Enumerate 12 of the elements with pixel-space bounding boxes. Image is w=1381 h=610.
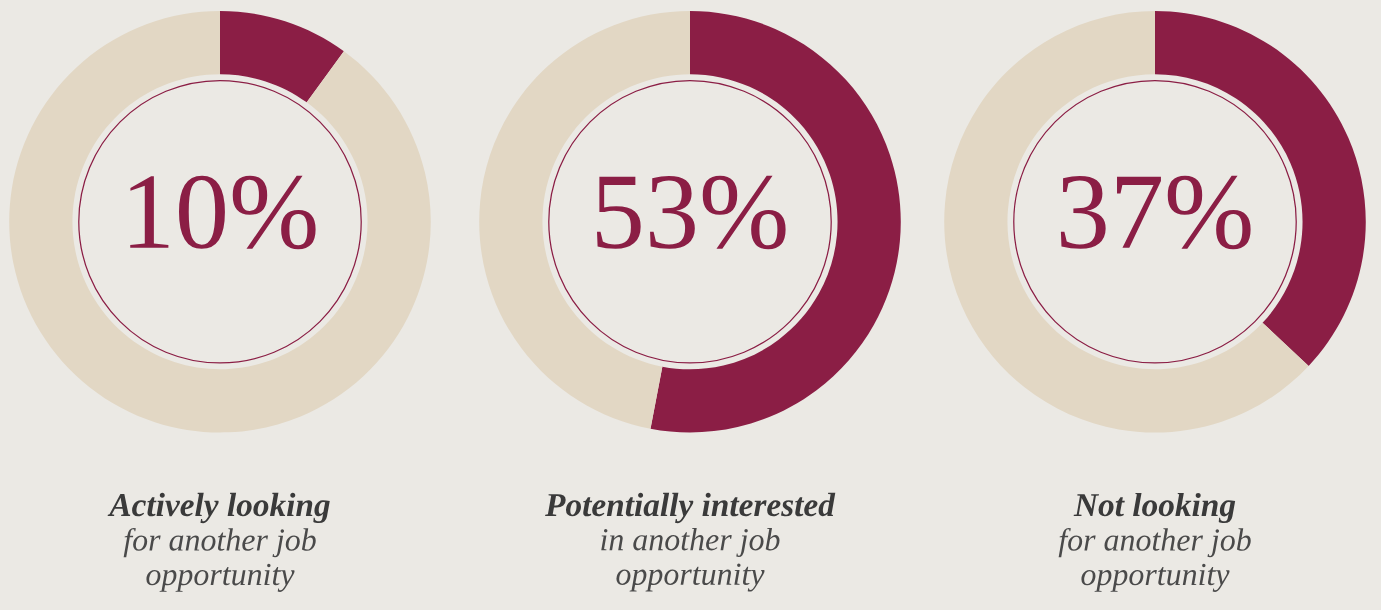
donut-slice [220, 10, 344, 103]
donut-slice [9, 10, 431, 433]
text: for another job opportunity [1058, 528, 1251, 592]
text: Potentially interested [545, 492, 836, 524]
text: for another job opportunity [123, 528, 316, 592]
data-label: 53% [597, 175, 786, 250]
text: Actively looking [107, 492, 330, 524]
text: in another job opportunity [601, 528, 780, 592]
donut-slice [944, 10, 1309, 433]
data-label: 10% [130, 175, 316, 250]
data-label: 37% [1060, 175, 1251, 250]
text: Not looking [1073, 492, 1236, 524]
